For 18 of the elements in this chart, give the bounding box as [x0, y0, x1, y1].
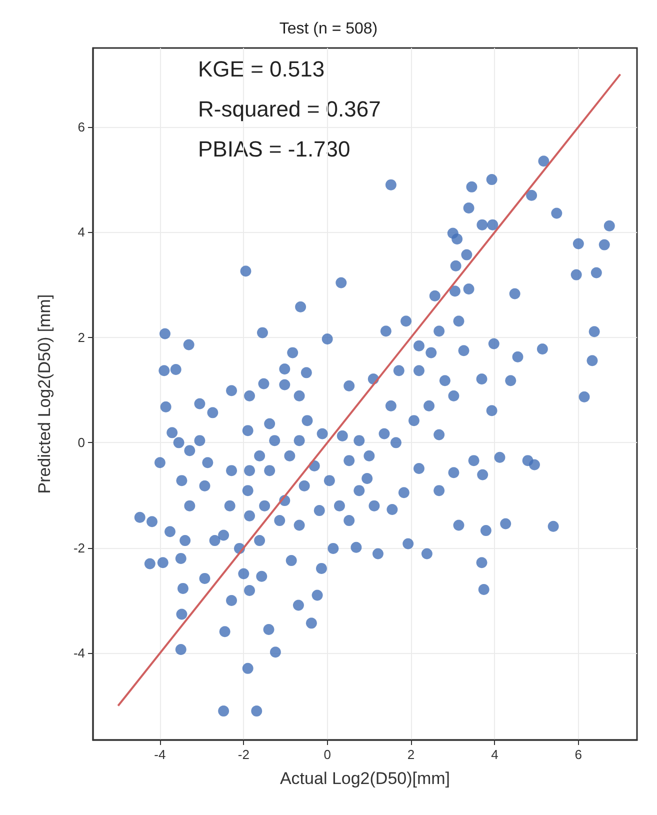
- x-tick-label: 4: [491, 747, 498, 762]
- x-axis-title: Actual Log2(D50)[mm]: [280, 769, 450, 788]
- x-tick-label: 2: [407, 747, 415, 762]
- x-tick-label: -2: [238, 747, 250, 762]
- x-tick-label: -4: [154, 747, 166, 762]
- y-tick-label: 6: [78, 119, 85, 134]
- annotation: PBIAS = -1.730: [198, 136, 350, 162]
- y-tick-label: -4: [73, 646, 85, 661]
- x-tick-label: 0: [324, 747, 331, 762]
- y-tick-label: -2: [73, 540, 85, 556]
- annotation: R-squared = 0.367: [198, 96, 381, 122]
- chart-title: Test (n = 508): [279, 20, 378, 38]
- y-axis-title: Predicted Log2(D50) [mm]: [35, 294, 54, 494]
- y-tick-label: 4: [78, 224, 85, 240]
- y-tick-label: 2: [78, 330, 85, 345]
- y-tick-label: 0: [78, 435, 85, 450]
- annotation: KGE = 0.513: [198, 56, 325, 82]
- x-tick-label: 6: [574, 747, 582, 762]
